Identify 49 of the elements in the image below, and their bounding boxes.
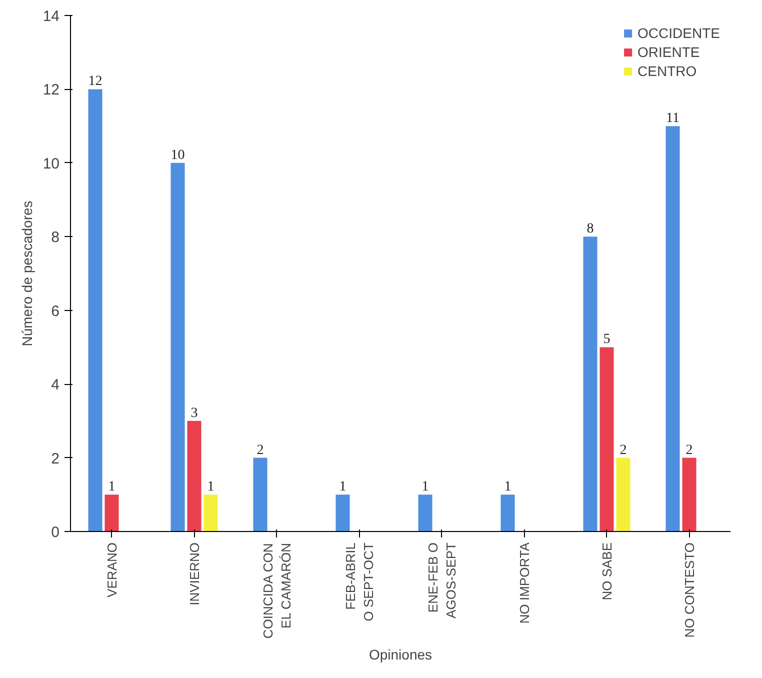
data-label: 10 (170, 148, 185, 163)
data-label: 2 (256, 442, 264, 458)
x-tick-label: ENE-FEB O AGOS-SEPT (425, 542, 458, 618)
bar (418, 494, 432, 532)
data-label: 1 (339, 480, 346, 495)
legend-label: ORIENTE (638, 44, 700, 60)
data-label: 1 (422, 480, 429, 495)
data-label: 12 (88, 74, 102, 90)
x-tick-label: FEB-ABRIL O SEPT-OCT (342, 542, 376, 622)
y-tick-label: 8 (51, 229, 60, 246)
legend-label: OCCIDENTE (638, 25, 720, 41)
data-label: 8 (586, 222, 594, 237)
bar (104, 494, 119, 532)
y-axis-title: Número de pescadores (18, 200, 35, 346)
data-label: 5 (603, 332, 610, 348)
x-tick-label: NO CONTESTO (682, 542, 697, 638)
x-tick-label: INVIERNO (186, 542, 202, 606)
y-tick-label: 14 (42, 8, 60, 25)
y-tick-label: 2 (51, 450, 60, 468)
x-tick-label: VERANO (104, 542, 120, 598)
bar (682, 458, 696, 532)
bar (600, 347, 614, 532)
bar (666, 126, 680, 532)
bar (253, 458, 268, 532)
data-label: 2 (686, 442, 693, 458)
x-tick-label: COINCIDA CON EL CAMARÓN (260, 542, 294, 639)
x-tick-label: NO IMPORTA (516, 542, 532, 624)
data-label: 1 (207, 480, 214, 495)
data-label: 1 (504, 480, 512, 495)
x-axis-title: Opiniones (368, 646, 432, 663)
bar (616, 458, 630, 532)
data-label: 2 (620, 442, 627, 458)
y-tick-label: 12 (42, 82, 60, 99)
y-tick-label: 6 (51, 302, 60, 320)
legend-label: CENTRO (638, 63, 697, 79)
bar (336, 494, 350, 532)
y-tick-label: 10 (42, 155, 60, 172)
data-label: 11 (666, 111, 680, 126)
bar (187, 420, 202, 532)
data-label: 1 (108, 480, 116, 495)
bar (170, 162, 185, 532)
x-tick-label: NO SABE (599, 542, 614, 600)
bar (88, 89, 102, 532)
bar (204, 494, 218, 532)
y-tick-label: 4 (51, 376, 60, 394)
y-tick-label: 0 (51, 524, 60, 541)
bar (583, 236, 598, 532)
bar (500, 494, 515, 532)
data-label: 3 (190, 406, 198, 421)
